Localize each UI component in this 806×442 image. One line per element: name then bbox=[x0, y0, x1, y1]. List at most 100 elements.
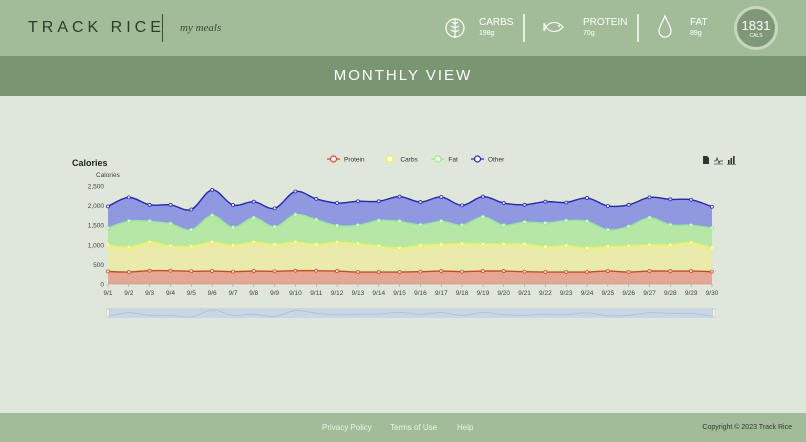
terms-of-use-link[interactable]: Terms of Use bbox=[390, 423, 438, 432]
data-point-other[interactable] bbox=[647, 195, 652, 200]
data-point-fat[interactable] bbox=[126, 219, 131, 223]
data-point-carbs[interactable] bbox=[522, 242, 527, 246]
legend-item-carbs[interactable]: Carbs bbox=[383, 155, 418, 164]
data-point-fat[interactable] bbox=[522, 220, 527, 224]
data-point-protein[interactable] bbox=[397, 270, 402, 274]
data-point-other[interactable] bbox=[439, 195, 444, 199]
data-point-fat[interactable] bbox=[460, 223, 464, 228]
data-point-other[interactable] bbox=[335, 201, 340, 205]
data-point-carbs[interactable] bbox=[418, 243, 423, 248]
data-point-protein[interactable] bbox=[564, 270, 569, 274]
data-point-other[interactable] bbox=[376, 199, 381, 204]
data-point-protein[interactable] bbox=[293, 268, 298, 273]
data-point-fat[interactable] bbox=[710, 226, 714, 230]
data-point-protein[interactable] bbox=[689, 269, 694, 273]
data-point-carbs[interactable] bbox=[626, 244, 631, 248]
data-point-other[interactable] bbox=[397, 194, 402, 199]
data-point-carbs[interactable] bbox=[272, 242, 277, 247]
data-point-other[interactable] bbox=[210, 188, 215, 192]
data-point-protein[interactable] bbox=[501, 269, 506, 273]
data-point-protein[interactable] bbox=[626, 270, 631, 274]
data-point-other[interactable] bbox=[106, 204, 110, 209]
data-point-other[interactable] bbox=[626, 202, 631, 207]
data-point-protein[interactable] bbox=[147, 268, 152, 273]
data-point-carbs[interactable] bbox=[605, 244, 610, 249]
data-point-carbs[interactable] bbox=[147, 240, 152, 244]
data-point-carbs[interactable] bbox=[564, 243, 569, 248]
data-point-other[interactable] bbox=[522, 202, 527, 207]
data-point-fat[interactable] bbox=[397, 219, 402, 224]
data-point-fat[interactable] bbox=[689, 223, 694, 228]
data-point-carbs[interactable] bbox=[585, 246, 589, 250]
data-point-other[interactable] bbox=[460, 203, 464, 208]
range-navigator[interactable] bbox=[108, 308, 714, 318]
data-point-fat[interactable] bbox=[585, 219, 589, 224]
document-icon[interactable] bbox=[703, 156, 709, 164]
data-point-fat[interactable] bbox=[480, 214, 485, 219]
data-point-fat[interactable] bbox=[293, 212, 298, 217]
navigator-handle-right[interactable] bbox=[712, 308, 716, 318]
help-link[interactable]: Help bbox=[457, 423, 474, 432]
data-point-other[interactable] bbox=[314, 197, 319, 201]
data-point-carbs[interactable] bbox=[293, 240, 298, 244]
data-point-fat[interactable] bbox=[147, 219, 152, 224]
data-point-carbs[interactable] bbox=[106, 242, 110, 247]
data-point-fat[interactable] bbox=[314, 217, 319, 222]
data-point-protein[interactable] bbox=[126, 270, 131, 274]
data-point-other[interactable] bbox=[668, 197, 673, 202]
data-point-protein[interactable] bbox=[251, 269, 256, 273]
data-point-carbs[interactable] bbox=[397, 246, 402, 250]
data-point-protein[interactable] bbox=[418, 269, 423, 274]
data-point-carbs[interactable] bbox=[668, 242, 673, 247]
data-point-carbs[interactable] bbox=[314, 242, 319, 247]
logo[interactable]: TRACK RICE bbox=[28, 19, 165, 36]
data-point-carbs[interactable] bbox=[501, 242, 506, 246]
data-point-fat[interactable] bbox=[626, 224, 631, 229]
data-point-protein[interactable] bbox=[585, 270, 589, 274]
data-point-other[interactable] bbox=[501, 201, 506, 205]
data-point-other[interactable] bbox=[689, 197, 694, 202]
data-point-fat[interactable] bbox=[501, 223, 506, 228]
data-point-protein[interactable] bbox=[647, 269, 652, 273]
data-point-other[interactable] bbox=[543, 199, 548, 204]
data-point-other[interactable] bbox=[605, 204, 610, 208]
data-point-other[interactable] bbox=[231, 203, 235, 207]
data-point-protein[interactable] bbox=[189, 269, 194, 274]
data-point-fat[interactable] bbox=[668, 222, 673, 227]
data-point-protein[interactable] bbox=[439, 269, 444, 273]
data-point-fat[interactable] bbox=[376, 218, 381, 223]
data-point-protein[interactable] bbox=[376, 270, 381, 274]
data-point-fat[interactable] bbox=[356, 223, 360, 228]
data-point-protein[interactable] bbox=[231, 269, 235, 274]
data-point-carbs[interactable] bbox=[439, 242, 444, 247]
data-point-other[interactable] bbox=[418, 200, 423, 204]
line-chart-icon[interactable] bbox=[714, 156, 723, 165]
data-point-carbs[interactable] bbox=[168, 244, 173, 248]
data-point-other[interactable] bbox=[293, 189, 298, 194]
data-point-protein[interactable] bbox=[480, 269, 485, 273]
tagline[interactable]: my meals bbox=[180, 22, 222, 34]
data-point-carbs[interactable] bbox=[356, 241, 360, 246]
data-point-fat[interactable] bbox=[272, 224, 277, 229]
data-point-carbs[interactable] bbox=[710, 246, 714, 250]
legend-item-protein[interactable]: Protein bbox=[327, 155, 365, 164]
data-point-protein[interactable] bbox=[460, 269, 464, 274]
data-point-fat[interactable] bbox=[189, 228, 194, 232]
data-point-protein[interactable] bbox=[543, 270, 548, 274]
data-point-other[interactable] bbox=[168, 202, 173, 207]
legend-item-other[interactable]: Other bbox=[471, 155, 505, 164]
data-point-other[interactable] bbox=[189, 207, 194, 212]
data-point-fat[interactable] bbox=[210, 213, 215, 218]
data-point-carbs[interactable] bbox=[480, 242, 485, 246]
data-point-other[interactable] bbox=[147, 202, 152, 207]
data-point-protein[interactable] bbox=[710, 269, 714, 274]
data-point-protein[interactable] bbox=[106, 269, 110, 274]
data-point-fat[interactable] bbox=[251, 215, 256, 220]
data-point-carbs[interactable] bbox=[231, 243, 235, 248]
data-point-carbs[interactable] bbox=[460, 241, 464, 246]
data-point-fat[interactable] bbox=[564, 218, 569, 223]
data-point-protein[interactable] bbox=[522, 269, 527, 274]
data-point-carbs[interactable] bbox=[689, 240, 694, 245]
data-point-fat[interactable] bbox=[543, 221, 548, 225]
data-point-fat[interactable] bbox=[439, 219, 444, 224]
